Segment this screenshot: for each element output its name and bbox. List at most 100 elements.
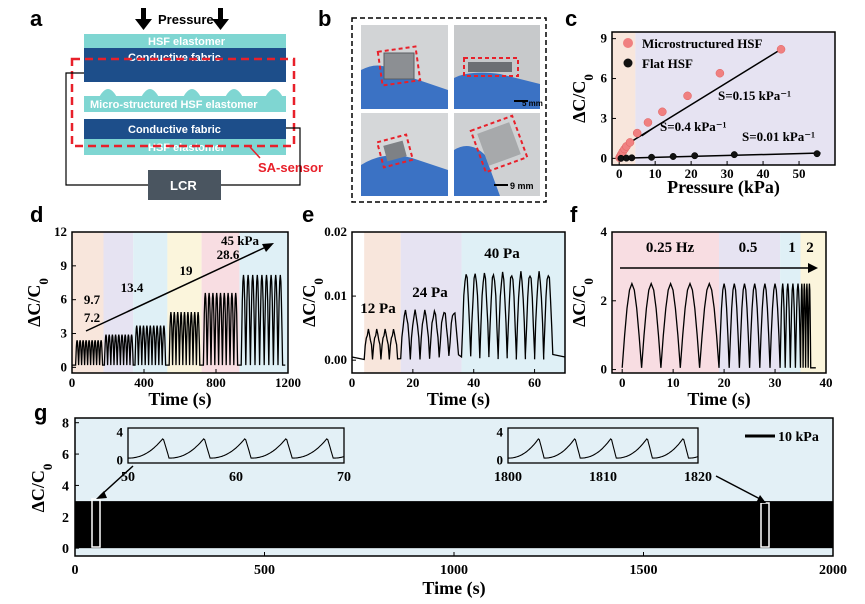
legend-label-g: 10 kPa: [778, 430, 819, 445]
inset-x-tick-label: 1820: [684, 470, 712, 485]
sensor-boundary: [70, 57, 296, 148]
top-elastomer-layer: [84, 34, 286, 48]
x-tick-label-g: 1500: [630, 563, 658, 578]
signal-trace: [72, 274, 286, 366]
inset-signal: [508, 438, 699, 459]
plot-frame: [351, 231, 566, 374]
x-tick-label: 800: [206, 375, 226, 390]
top-fabric-upper: [84, 48, 286, 66]
legend-label-flat: Flat HSF: [642, 56, 693, 71]
inset-frame: [507, 427, 699, 464]
zoom-arrow-start: [99, 465, 134, 497]
x-tick-label: 60: [528, 375, 541, 390]
inset-frame: [127, 427, 345, 464]
pressure-label: Pressure: [158, 12, 214, 27]
x-axis-label-c: Pressure (kPa): [667, 177, 780, 198]
x-tick-label: 0: [619, 375, 626, 390]
legend-marker-micro: [623, 38, 633, 48]
y-tick-label-g: 2: [62, 511, 69, 526]
bottom-layer-label: HSF elastomer: [148, 142, 226, 154]
y-tick-label-c: 0: [601, 150, 608, 165]
point-microstructured: [643, 118, 653, 127]
point-microstructured: [658, 107, 667, 117]
background-band: [461, 232, 565, 373]
x-tick-label: 0: [349, 375, 356, 390]
photo-top-right: 5 mm: [454, 25, 543, 109]
background-band: [719, 232, 781, 373]
y-tick-label: 4: [601, 224, 608, 239]
top-fabric-label: Conductive fabric: [128, 52, 221, 64]
x-tick-label-c: 0: [616, 166, 623, 181]
micro-elastomer-layer: [84, 96, 286, 112]
inset-x-tick-label: 70: [337, 470, 351, 485]
x-axis-label-g: Time (s): [422, 578, 485, 599]
inset-y-tick-label: 4: [117, 425, 124, 440]
photo-frame: [351, 17, 547, 203]
panel-label-f: f: [570, 202, 578, 227]
trend-arrow-head-icon: [262, 243, 274, 252]
y-tick-label: 3: [61, 326, 68, 341]
point-flat: [730, 151, 738, 159]
panel-label-c: c: [565, 6, 577, 31]
top-fabric-layer: [84, 66, 286, 82]
y-tick-label: 9: [61, 258, 68, 273]
x-tick-label: 40: [820, 375, 833, 390]
point-flat: [628, 154, 636, 162]
panel-label-b: b: [318, 6, 331, 31]
trend-arrow: [85, 246, 267, 332]
wire-right: [221, 127, 301, 186]
pressure-label: 7.2: [84, 310, 100, 325]
pressure-label: 13.4: [121, 280, 144, 295]
plot-frame: [71, 231, 289, 374]
y-tick-label-c: 3: [601, 110, 608, 125]
photos-b: 5 mm 9 mm: [351, 17, 547, 203]
signal-trace: [621, 281, 816, 369]
sensor-label: SA-sensor: [258, 160, 323, 175]
dense-signal-block: [75, 501, 833, 549]
x-tick-label: 20: [718, 375, 731, 390]
point-flat: [691, 152, 699, 160]
pressure-label: 12 Pa: [360, 301, 396, 317]
x-tick-label-g: 0: [72, 563, 79, 578]
panel-label-d: d: [30, 202, 43, 227]
y-tick-label-g: 6: [62, 448, 69, 463]
point-microstructured: [683, 91, 692, 101]
y-tick-label: 0: [601, 362, 608, 377]
inset-x-tick-label: 1810: [589, 470, 617, 485]
x-tick-label: 40: [467, 375, 480, 390]
x-tick-label-c: 30: [721, 166, 734, 181]
x-tick-label-g: 500: [254, 563, 275, 578]
pressure-arrow-right-icon: [212, 8, 229, 30]
inset-x-tick-label: 1800: [494, 470, 522, 485]
slope-annotation-micro: S=0.15 kPa⁻¹: [718, 88, 791, 103]
sensor-pointer: [249, 146, 261, 159]
y-tick-label-g: 8: [62, 417, 69, 432]
frequency-label: 0.5: [739, 240, 758, 256]
zoom-arrow-start-head-icon: [96, 491, 107, 499]
band-high-pressure: [635, 32, 835, 165]
wire-left: [65, 72, 148, 186]
y-tick-label: 2: [601, 293, 608, 308]
frequency-label: 1: [788, 240, 796, 256]
pressure-label: 19: [180, 263, 194, 278]
pressure-label: 9.7: [84, 292, 101, 307]
plot-frame: [611, 231, 827, 374]
point-microstructured: [776, 45, 786, 54]
x-tick-label-c: 10: [649, 166, 662, 181]
inset-y-tick-label: 0: [497, 453, 504, 468]
y-tick-label: 0.00: [324, 352, 347, 367]
lcr-meter-box: [148, 170, 221, 200]
chart-c: 0 10 20 30 40 50 0 3 6 9 Pressure (kPa) ΔC/C0 Micros…: [569, 31, 836, 198]
x-tick-label-c: 40: [757, 166, 770, 181]
x-tick-label-g: 1000: [440, 563, 468, 578]
background-band: [364, 232, 401, 373]
point-flat: [669, 153, 677, 160]
slope-annotation-flat: S=0.01 kPa⁻¹: [742, 129, 815, 144]
y-tick-label: 0.02: [324, 224, 347, 239]
x-tick-label-c: 50: [793, 166, 806, 181]
top-layer-label: HSF elastomer: [148, 36, 226, 48]
zoom-arrow-end: [715, 475, 763, 501]
